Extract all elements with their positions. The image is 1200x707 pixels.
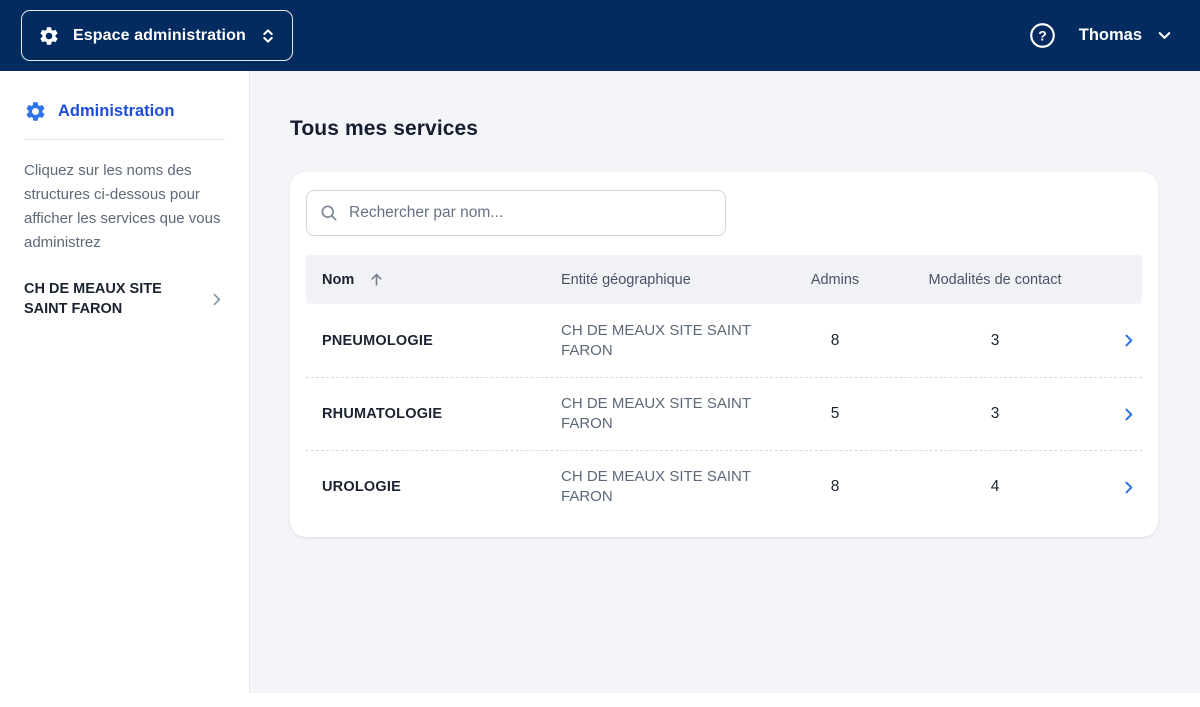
sidebar-description: Cliquez sur les noms des structures ci-d… xyxy=(24,162,221,251)
sidebar-section-administration: Administration xyxy=(24,100,225,123)
user-menu[interactable]: Thomas xyxy=(1079,26,1174,45)
service-admins-count: 8 xyxy=(830,478,840,495)
table-header-row: Nom Entité géographique Admins Modalités… xyxy=(306,255,1142,304)
service-admins-count: 5 xyxy=(830,405,840,422)
sort-asc-icon[interactable] xyxy=(368,271,385,288)
help-button[interactable]: ? xyxy=(1029,22,1057,50)
service-name: RHUMATOLOGIE xyxy=(322,406,443,422)
search-input[interactable] xyxy=(306,190,726,236)
question-mark-circle-icon: ? xyxy=(1029,22,1056,49)
service-entity: CH DE MEAUX SITE SAINT FARON xyxy=(561,321,751,359)
service-name: PNEUMOLOGIE xyxy=(322,332,433,349)
chevron-right-icon xyxy=(1120,332,1137,349)
service-entity: CH DE MEAUX SITE SAINT FARON xyxy=(561,468,751,505)
row-open-button[interactable] xyxy=(1115,406,1142,423)
svg-text:?: ? xyxy=(1038,27,1047,43)
service-contacts-count: 3 xyxy=(990,331,1000,349)
chevron-right-icon xyxy=(1120,479,1137,496)
top-header: Espace administration ? Thomas xyxy=(0,0,1200,71)
table-body: PNEUMOLOGIE CH DE MEAUX SITE SAINT FARON… xyxy=(306,304,1142,523)
app-switcher-label: Espace administration xyxy=(73,26,246,44)
table-row[interactable]: RHUMATOLOGIE CH DE MEAUX SITE SAINT FARO… xyxy=(306,377,1142,450)
sidebar-section-title: Administration xyxy=(58,102,175,120)
column-header-admins[interactable]: Admins xyxy=(810,271,860,288)
service-admins-count: 8 xyxy=(830,331,840,349)
page-body: Administration Cliquez sur les noms des … xyxy=(0,71,1200,693)
service-contacts-count: 3 xyxy=(990,405,1000,422)
services-card: Nom Entité géographique Admins Modalités… xyxy=(290,172,1158,537)
chevron-right-icon xyxy=(208,291,225,308)
table-row[interactable]: PNEUMOLOGIE CH DE MEAUX SITE SAINT FARON… xyxy=(306,304,1142,377)
row-open-button[interactable] xyxy=(1115,479,1142,496)
table-row[interactable]: UROLOGIE CH DE MEAUX SITE SAINT FARON 8 … xyxy=(306,450,1142,523)
service-name: UROLOGIE xyxy=(322,479,401,495)
search-field xyxy=(306,190,726,236)
row-open-button[interactable] xyxy=(1115,332,1142,349)
sidebar: Administration Cliquez sur les noms des … xyxy=(0,71,250,693)
sidebar-divider xyxy=(24,139,225,140)
chevron-down-icon xyxy=(1155,26,1174,45)
chevron-right-icon xyxy=(1120,406,1137,423)
main-content: Tous mes services Nom xyxy=(250,71,1200,693)
page-title: Tous mes services xyxy=(290,117,479,140)
column-header-nom[interactable]: Nom xyxy=(306,271,561,288)
gear-icon xyxy=(24,100,47,123)
user-name: Thomas xyxy=(1078,26,1142,44)
service-contacts-count: 4 xyxy=(990,478,1000,495)
unfold-chevrons-icon xyxy=(259,26,277,46)
gear-icon xyxy=(38,25,60,47)
structure-name: CH DE MEAUX SITE SAINT FARON xyxy=(24,281,162,317)
services-table: Nom Entité géographique Admins Modalités… xyxy=(306,255,1142,523)
service-entity: CH DE MEAUX SITE SAINT FARON xyxy=(561,395,751,432)
column-header-modalites[interactable]: Modalités de contact xyxy=(928,271,1062,288)
column-header-entite[interactable]: Entité géographique xyxy=(561,271,691,288)
app-switcher-button[interactable]: Espace administration xyxy=(21,10,293,61)
sidebar-item-structure[interactable]: CH DE MEAUX SITE SAINT FARON xyxy=(24,279,225,319)
